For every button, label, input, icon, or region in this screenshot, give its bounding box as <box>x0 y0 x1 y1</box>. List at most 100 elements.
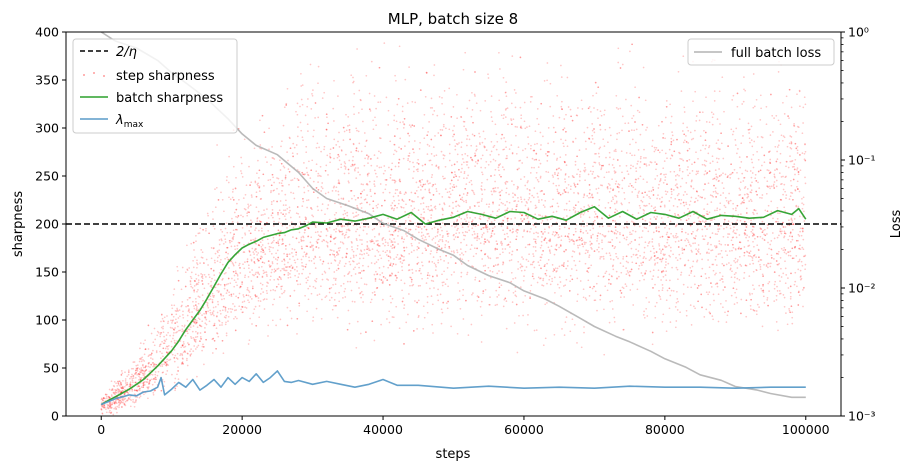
step-sharpness-point <box>755 310 758 312</box>
step-sharpness-point <box>220 293 222 296</box>
step-sharpness-point <box>649 250 652 253</box>
step-sharpness-point <box>593 250 596 252</box>
step-sharpness-point <box>333 254 336 256</box>
step-sharpness-point <box>382 236 385 239</box>
step-sharpness-point <box>270 242 273 245</box>
step-sharpness-point <box>716 176 719 179</box>
step-sharpness-point <box>688 172 691 175</box>
step-sharpness-point <box>710 111 713 114</box>
step-sharpness-point <box>589 170 592 173</box>
step-sharpness-point <box>637 192 640 194</box>
step-sharpness-point <box>789 254 792 257</box>
step-sharpness-point <box>439 226 442 229</box>
step-sharpness-point <box>196 306 198 308</box>
step-sharpness-point <box>697 217 700 219</box>
step-sharpness-point <box>617 108 620 110</box>
step-sharpness-point <box>736 260 739 263</box>
step-sharpness-point <box>157 331 160 334</box>
step-sharpness-point <box>796 152 799 154</box>
step-sharpness-point <box>200 249 203 251</box>
step-sharpness-point <box>239 272 242 274</box>
step-sharpness-point <box>415 270 417 272</box>
step-sharpness-point <box>794 168 796 171</box>
step-sharpness-point <box>775 179 778 182</box>
step-sharpness-point <box>333 185 336 188</box>
step-sharpness-point <box>166 315 168 317</box>
step-sharpness-point <box>597 275 600 278</box>
step-sharpness-point <box>358 234 361 237</box>
step-sharpness-point <box>612 158 615 161</box>
step-sharpness-point <box>377 250 380 253</box>
step-sharpness-point <box>411 208 414 211</box>
step-sharpness-point <box>144 366 147 369</box>
step-sharpness-point <box>798 215 801 218</box>
step-sharpness-point <box>351 248 354 251</box>
step-sharpness-point <box>352 256 355 258</box>
step-sharpness-point <box>240 172 243 175</box>
step-sharpness-point <box>372 200 375 203</box>
step-sharpness-point <box>686 286 689 289</box>
step-sharpness-point <box>360 183 363 185</box>
step-sharpness-point <box>434 207 437 210</box>
step-sharpness-point <box>441 238 444 241</box>
step-sharpness-point <box>373 185 376 187</box>
step-sharpness-point <box>453 221 455 224</box>
step-sharpness-point <box>258 244 261 247</box>
step-sharpness-point <box>379 183 382 185</box>
step-sharpness-point <box>545 170 548 173</box>
step-sharpness-point <box>689 131 692 134</box>
step-sharpness-point <box>463 125 465 128</box>
step-sharpness-point <box>448 159 451 162</box>
step-sharpness-point <box>442 175 444 178</box>
step-sharpness-point <box>679 152 681 155</box>
step-sharpness-point <box>446 267 449 269</box>
step-sharpness-point <box>256 217 259 220</box>
step-sharpness-point <box>741 172 744 175</box>
step-sharpness-point <box>646 194 648 196</box>
step-sharpness-point <box>100 401 103 404</box>
step-sharpness-point <box>471 189 473 192</box>
step-sharpness-point <box>627 173 630 175</box>
step-sharpness-point <box>343 217 345 219</box>
step-sharpness-point <box>502 219 505 222</box>
step-sharpness-point <box>161 371 164 374</box>
step-sharpness-point <box>621 171 623 174</box>
step-sharpness-point <box>344 162 347 165</box>
step-sharpness-point <box>654 148 657 151</box>
step-sharpness-point <box>459 222 462 225</box>
step-sharpness-point <box>334 217 337 220</box>
step-sharpness-point <box>672 235 675 237</box>
step-sharpness-point <box>403 123 405 125</box>
step-sharpness-point <box>757 249 760 252</box>
step-sharpness-point <box>186 298 189 301</box>
step-sharpness-point <box>190 277 193 280</box>
step-sharpness-point <box>673 170 676 173</box>
step-sharpness-point <box>351 300 354 303</box>
step-sharpness-point <box>645 163 647 165</box>
step-sharpness-point <box>783 235 786 238</box>
step-sharpness-point <box>416 301 418 304</box>
step-sharpness-point <box>359 257 361 260</box>
step-sharpness-point <box>244 306 246 309</box>
step-sharpness-point <box>378 166 381 169</box>
step-sharpness-point <box>255 206 258 209</box>
step-sharpness-point <box>275 241 278 244</box>
step-sharpness-point <box>152 349 154 352</box>
step-sharpness-point <box>554 173 556 176</box>
step-sharpness-point <box>407 157 410 160</box>
step-sharpness-point <box>130 367 133 370</box>
step-sharpness-point <box>425 282 428 284</box>
step-sharpness-point <box>253 262 256 265</box>
step-sharpness-point <box>802 203 805 206</box>
step-sharpness-point <box>236 273 239 276</box>
step-sharpness-point <box>465 220 467 223</box>
step-sharpness-point <box>661 321 664 323</box>
step-sharpness-point <box>541 284 543 286</box>
step-sharpness-point <box>780 134 783 137</box>
step-sharpness-point <box>239 267 241 269</box>
step-sharpness-point <box>408 66 410 68</box>
step-sharpness-point <box>142 386 145 389</box>
step-sharpness-point <box>582 220 584 223</box>
step-sharpness-point <box>721 182 724 184</box>
step-sharpness-point <box>515 208 517 211</box>
